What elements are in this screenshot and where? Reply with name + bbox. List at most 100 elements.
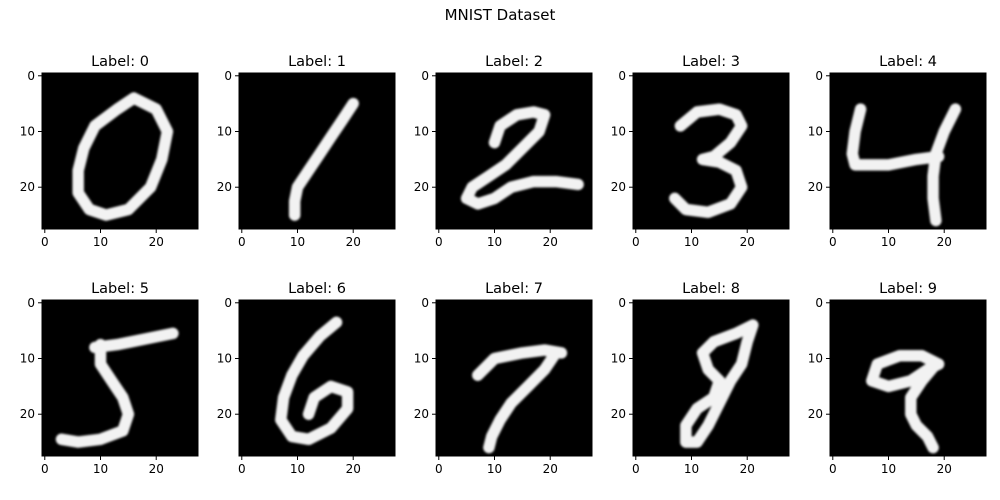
x-tick-label: 10 [881, 462, 896, 476]
digit-glyph [472, 344, 568, 454]
axes-frame [41, 72, 199, 230]
axes-frame [238, 299, 396, 457]
panel-title: Label: 1 [288, 54, 346, 70]
digit-stroke [927, 103, 962, 227]
y-tick-label: 0 [815, 296, 823, 310]
y-tick-label: 20 [808, 180, 823, 194]
image-background [436, 300, 592, 456]
panel-1: Label: 1 0 10 20 0 10 20 [217, 54, 396, 249]
panel-title: Label: 9 [879, 281, 937, 297]
digit-stroke [288, 97, 359, 221]
x-tick-label: 10 [487, 462, 502, 476]
digit-stroke [846, 103, 945, 171]
y-tick-label: 0 [421, 69, 429, 83]
y-tick-label: 0 [224, 69, 232, 83]
panel-6: Label: 6 0 10 20 0 10 20 [217, 281, 396, 476]
digit-stroke [460, 106, 584, 210]
y-tick-label: 20 [20, 407, 35, 421]
x-tick-label: 10 [290, 235, 305, 249]
panel-title: Label: 3 [682, 54, 740, 70]
x-tick-label: 20 [937, 235, 952, 249]
axes-frame [829, 299, 987, 457]
x-tick-label: 10 [290, 462, 305, 476]
panel-3: Label: 3 0 10 20 0 10 20 [611, 54, 790, 249]
digit-glyph [460, 106, 584, 210]
digit-stroke [905, 358, 942, 454]
x-tick-label: 20 [346, 235, 361, 249]
image-background [42, 73, 198, 229]
y-tick-label: 20 [414, 407, 429, 421]
digit-stroke [72, 92, 174, 221]
y-tick-label: 0 [27, 69, 35, 83]
digit-stroke [680, 319, 759, 448]
x-tick-label: 0 [41, 235, 49, 249]
y-tick-label: 0 [421, 296, 429, 310]
panel-title: Label: 0 [91, 54, 149, 70]
y-tick-label: 0 [224, 296, 232, 310]
digit-glyph [866, 349, 945, 454]
y-tick-label: 20 [217, 180, 232, 194]
digit-stroke [55, 338, 135, 448]
digit-glyph [55, 327, 179, 448]
y-tick-label: 10 [217, 125, 232, 139]
x-tick-label: 10 [93, 235, 108, 249]
x-tick-label: 10 [93, 462, 108, 476]
digit-glyph [288, 97, 359, 221]
axes-frame [632, 72, 790, 230]
panel-5: Label: 5 0 10 20 0 10 20 [20, 281, 199, 476]
x-tick-label: 20 [937, 462, 952, 476]
panel-title: Label: 5 [91, 281, 149, 297]
x-tick-label: 0 [829, 235, 837, 249]
y-tick-label: 20 [20, 180, 35, 194]
figure-suptitle: MNIST Dataset [444, 6, 556, 24]
panel-title: Label: 4 [879, 54, 937, 70]
y-tick-label: 0 [815, 69, 823, 83]
y-tick-label: 0 [618, 69, 626, 83]
axes-frame [238, 72, 396, 230]
axes-frame [41, 299, 199, 457]
x-tick-label: 0 [435, 235, 443, 249]
x-tick-label: 10 [881, 235, 896, 249]
x-tick-label: 0 [632, 462, 640, 476]
x-tick-label: 20 [740, 462, 755, 476]
panel-7: Label: 7 0 10 20 0 10 20 [414, 281, 593, 476]
panel-title: Label: 8 [682, 281, 740, 297]
y-tick-label: 20 [808, 407, 823, 421]
y-tick-label: 20 [414, 180, 429, 194]
panel-title: Label: 2 [485, 54, 543, 70]
digit-stroke [669, 103, 748, 219]
x-tick-label: 10 [684, 235, 699, 249]
digit-glyph [680, 319, 759, 448]
y-tick-label: 20 [217, 407, 232, 421]
y-tick-label: 10 [611, 125, 626, 139]
x-tick-label: 0 [435, 462, 443, 476]
x-tick-label: 20 [740, 235, 755, 249]
x-tick-label: 20 [149, 462, 164, 476]
y-tick-label: 20 [611, 180, 626, 194]
panel-8: Label: 8 0 10 20 0 10 20 [611, 281, 790, 476]
y-tick-label: 10 [808, 352, 823, 366]
y-tick-label: 10 [808, 125, 823, 139]
x-tick-label: 0 [829, 462, 837, 476]
x-tick-label: 10 [684, 462, 699, 476]
digit-glyph [275, 316, 354, 446]
x-tick-label: 0 [632, 235, 640, 249]
axes-frame [435, 72, 593, 230]
y-tick-label: 10 [611, 352, 626, 366]
x-tick-label: 20 [346, 462, 361, 476]
panel-9: Label: 9 0 10 20 0 10 20 [808, 281, 987, 476]
y-tick-label: 0 [618, 296, 626, 310]
axes-frame [435, 299, 593, 457]
panel-title: Label: 7 [485, 281, 543, 297]
panel-4: Label: 4 0 10 20 0 10 20 [808, 54, 987, 249]
axes-frame [632, 299, 790, 457]
panel-2: Label: 2 0 10 20 0 10 20 [414, 54, 593, 249]
x-tick-label: 20 [543, 462, 558, 476]
y-tick-label: 10 [20, 125, 35, 139]
digit-glyph [846, 103, 962, 227]
y-tick-label: 10 [217, 352, 232, 366]
y-tick-label: 10 [414, 125, 429, 139]
digit-glyph [72, 92, 174, 221]
